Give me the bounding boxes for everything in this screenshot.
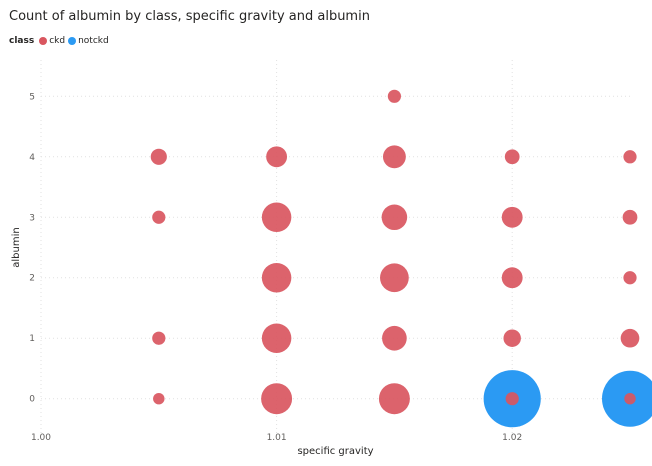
y-tick-label: 3 xyxy=(29,213,35,223)
bubble-ckd[interactable] xyxy=(261,383,293,415)
bubble-ckd[interactable] xyxy=(153,392,165,405)
bubble-ckd[interactable] xyxy=(261,323,292,353)
legend-swatch-notckd xyxy=(68,37,77,45)
bubble-ckd[interactable] xyxy=(387,89,401,103)
x-tick-label: 1.02 xyxy=(502,433,522,443)
legend-label-ckd: ckd xyxy=(49,36,66,46)
x-tick-label: 1.00 xyxy=(31,433,51,443)
bubble-ckd[interactable] xyxy=(623,271,637,285)
bubble-ckd[interactable] xyxy=(501,267,523,289)
bubble-ckd[interactable] xyxy=(505,392,519,406)
legend-label-notckd: notckd xyxy=(78,36,109,46)
y-axis-label: albumin xyxy=(11,227,22,267)
bubble-ckd[interactable] xyxy=(266,146,288,168)
x-axis-label: specific gravity xyxy=(297,446,373,457)
y-tick-label: 4 xyxy=(29,153,35,163)
legend-entry-notckd[interactable]: notckd xyxy=(68,36,109,46)
y-tick-label: 1 xyxy=(29,334,35,344)
bubble-ckd[interactable] xyxy=(381,204,408,231)
bubble-ckd[interactable] xyxy=(261,202,292,233)
bubbles xyxy=(150,89,652,428)
bubble-ckd[interactable] xyxy=(503,329,521,347)
grid-lines xyxy=(40,60,630,435)
legend: class ckd notckd xyxy=(9,36,112,46)
chart-title: Count of albumin by class, specific grav… xyxy=(9,9,370,24)
bubble-ckd[interactable] xyxy=(152,331,166,345)
bubble-ckd[interactable] xyxy=(622,209,638,225)
bubble-ckd[interactable] xyxy=(382,325,407,351)
bubble-ckd[interactable] xyxy=(152,210,166,224)
x-axis-ticks: 1.00 1.01 1.02 xyxy=(31,433,522,443)
legend-entry-ckd[interactable]: ckd xyxy=(39,36,65,46)
bubble-ckd[interactable] xyxy=(382,145,406,169)
bubble-ckd[interactable] xyxy=(380,263,409,293)
bubble-ckd[interactable] xyxy=(261,262,292,293)
bubble-ckd[interactable] xyxy=(501,206,523,228)
bubble-ckd[interactable] xyxy=(378,383,410,415)
bubble-ckd[interactable] xyxy=(150,148,167,165)
y-tick-label: 2 xyxy=(29,274,35,284)
bubble-ckd[interactable] xyxy=(504,149,520,165)
legend-swatch-ckd xyxy=(39,37,48,45)
bubble-ckd[interactable] xyxy=(623,150,637,164)
x-tick-label: 1.01 xyxy=(267,433,287,443)
legend-title: class xyxy=(9,36,35,46)
y-tick-label: 0 xyxy=(29,395,35,405)
y-tick-label: 5 xyxy=(29,92,35,102)
bubble-ckd[interactable] xyxy=(620,328,640,348)
bubble-ckd[interactable] xyxy=(624,392,636,405)
y-axis-ticks: 0 1 2 3 4 5 xyxy=(29,92,35,404)
